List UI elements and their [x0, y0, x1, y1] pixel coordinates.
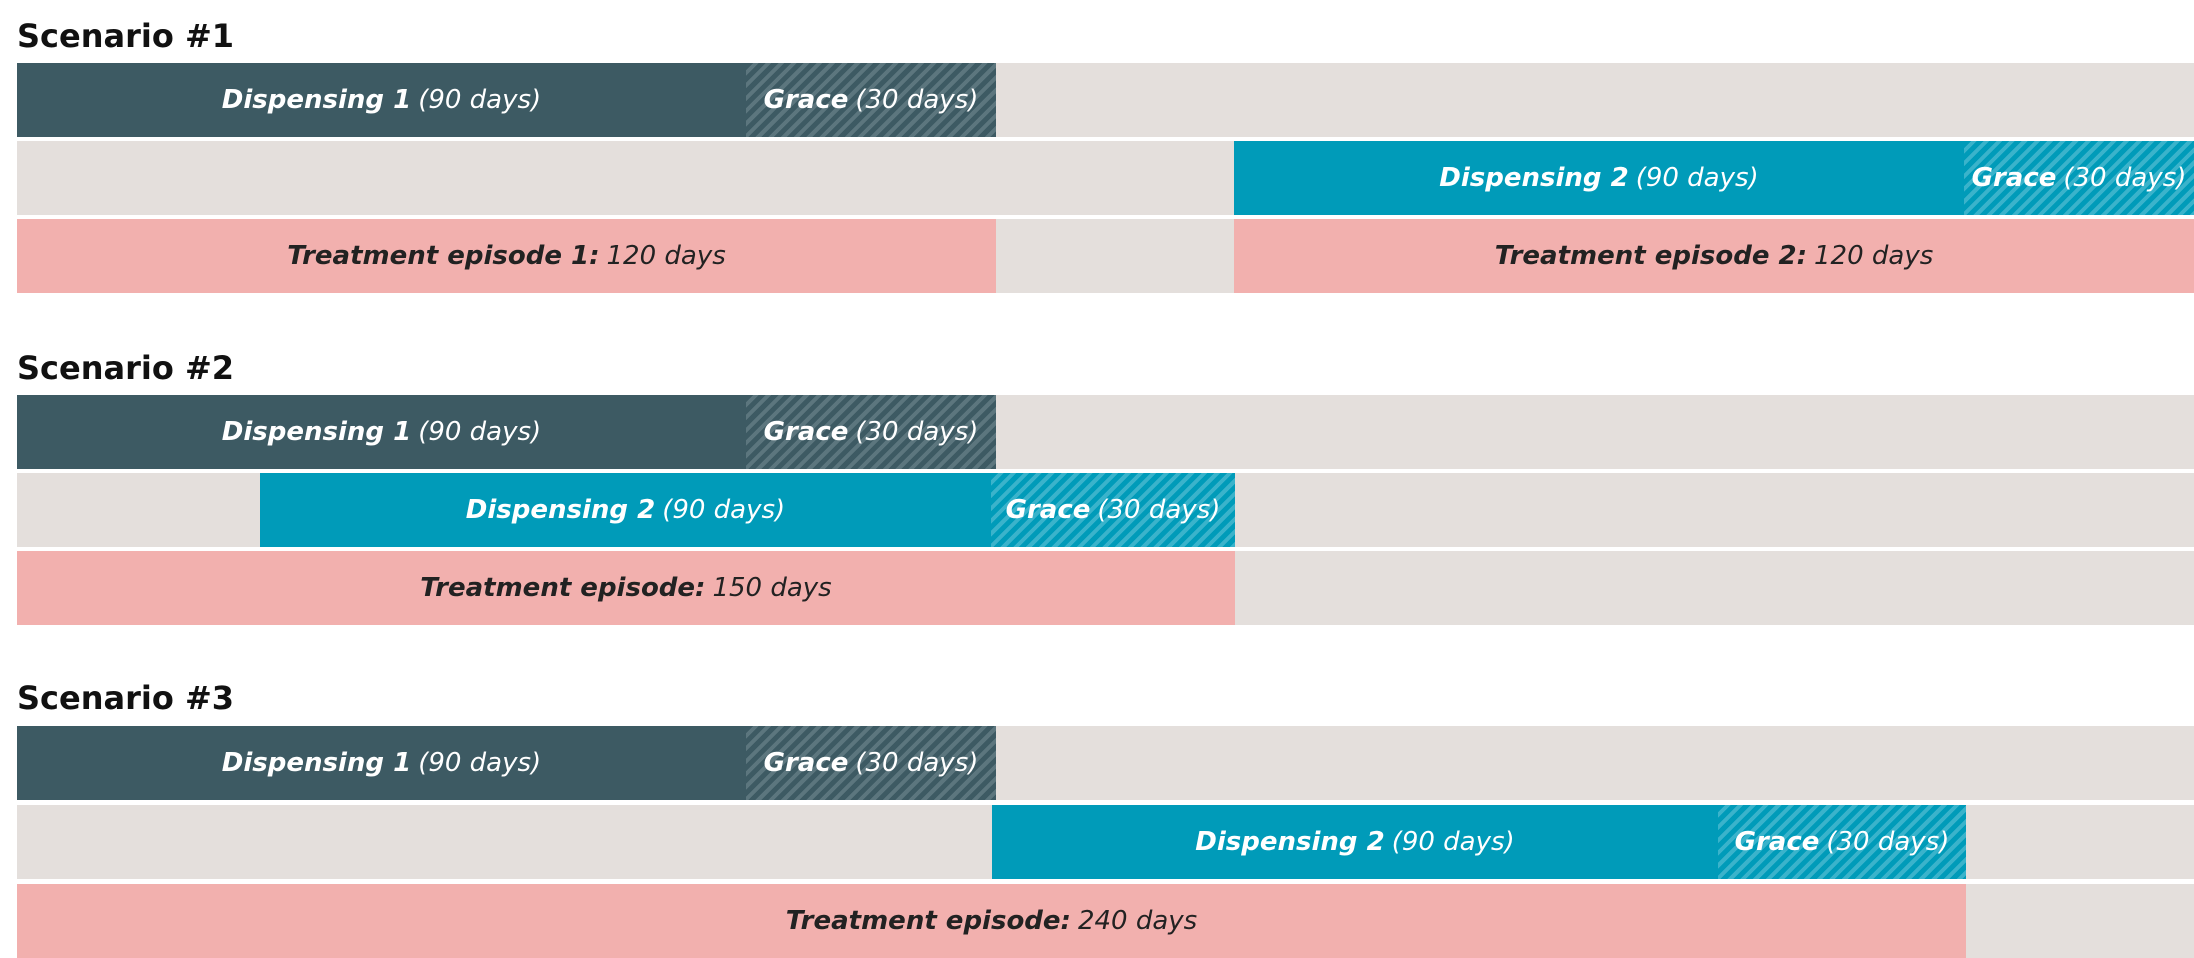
segment-label: Dispensing 2 [465, 495, 656, 525]
segment-detail: 120 days [1814, 241, 1934, 271]
treatment-episode: Treatment episode 1: 120 days [17, 219, 996, 293]
segment-detail: (30 days) [1826, 827, 1950, 857]
scenario-title: Scenario #1 [17, 17, 235, 55]
treatment-episode: Treatment episode: 150 days [17, 551, 1235, 625]
segment-label: Grace [1971, 163, 2057, 193]
segment-label: Dispensing 1 [221, 85, 412, 115]
segment-detail: (30 days) [855, 85, 979, 115]
grace-period: Grace (30 days) [991, 473, 1235, 547]
grace-period: Grace (30 days) [746, 63, 996, 137]
scenario-title: Scenario #2 [17, 349, 235, 387]
segment-detail: 240 days [1077, 906, 1198, 936]
segment-detail: (30 days) [855, 748, 979, 778]
segment-label: Grace [1734, 827, 1820, 857]
segment-detail: 150 days [712, 573, 832, 603]
segment-detail: (90 days) [418, 748, 542, 778]
dispensing: Dispensing 2 (90 days) [992, 805, 1718, 879]
grace-period: Grace (30 days) [1718, 805, 1966, 879]
segment-label: Treatment episode 1: [287, 241, 600, 271]
segment-detail: (90 days) [418, 85, 542, 115]
segment-label: Treatment episode 2: [1494, 241, 1808, 271]
segment-label: Grace [763, 85, 849, 115]
dispensing: Dispensing 1 (90 days) [17, 63, 746, 137]
segment-label: Dispensing 2 [1439, 163, 1629, 193]
grace-period: Grace (30 days) [746, 726, 996, 800]
segment-label: Dispensing 2 [1195, 827, 1385, 857]
grace-period: Grace (30 days) [1964, 141, 2194, 215]
treatment-episode: Treatment episode: 240 days [17, 884, 1966, 958]
segment-detail: 120 days [606, 241, 726, 271]
dispensing: Dispensing 1 (90 days) [17, 726, 746, 800]
segment-label: Dispensing 1 [221, 417, 412, 447]
grace-period: Grace (30 days) [746, 395, 996, 469]
segment-label: Dispensing 1 [221, 748, 412, 778]
segment-label: Treatment episode: [420, 573, 706, 603]
segment-label: Grace [763, 417, 849, 447]
segment-detail: (30 days) [855, 417, 979, 447]
segment-label: Treatment episode: [785, 906, 1071, 936]
segment-detail: (30 days) [2063, 163, 2187, 193]
segment-detail: (90 days) [662, 495, 786, 525]
dispensing: Dispensing 2 (90 days) [1234, 141, 1964, 215]
segment-detail: (90 days) [418, 417, 542, 447]
segment-label: Grace [763, 748, 849, 778]
segment-detail: (90 days) [1635, 163, 1759, 193]
segment-label: Grace [1005, 495, 1091, 525]
dispensing: Dispensing 1 (90 days) [17, 395, 746, 469]
scenario-title: Scenario #3 [17, 679, 235, 717]
treatment-episode: Treatment episode 2: 120 days [1234, 219, 2194, 293]
dispensing: Dispensing 2 (90 days) [260, 473, 991, 547]
segment-detail: (30 days) [1097, 495, 1221, 525]
segment-detail: (90 days) [1391, 827, 1515, 857]
